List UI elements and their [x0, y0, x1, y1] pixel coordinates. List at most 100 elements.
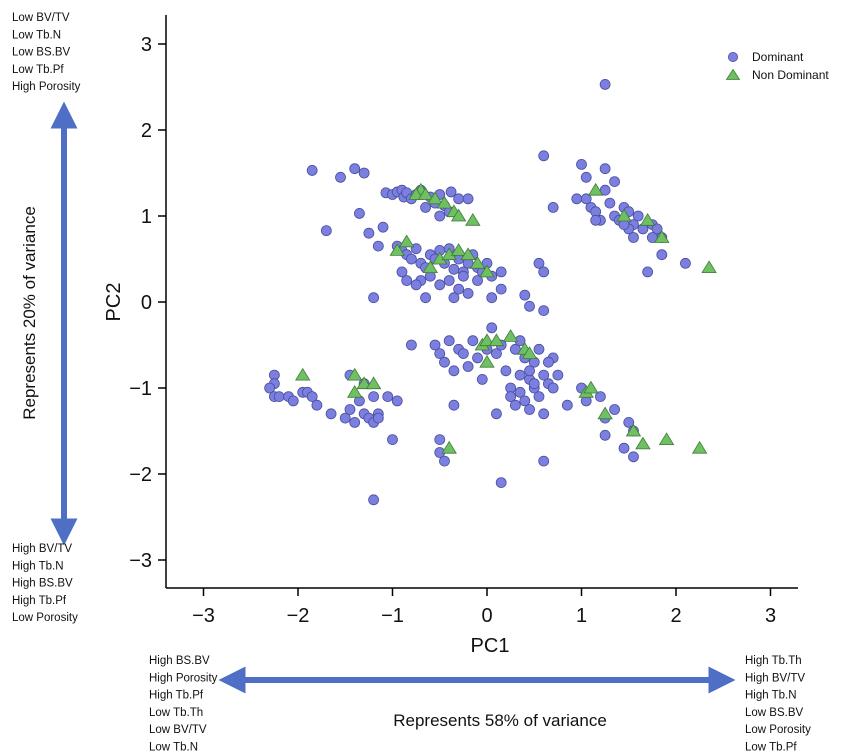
data-point-dominant [349, 163, 361, 175]
data-point-non-dominant [691, 440, 708, 454]
data-point-dominant [580, 193, 592, 205]
data-point-dominant [377, 221, 389, 233]
y-tick-label: −1 [129, 378, 152, 400]
x-tick-label: 2 [670, 605, 681, 627]
data-point-dominant [476, 373, 488, 385]
data-point-non-dominant [346, 385, 363, 398]
data-point-dominant [509, 399, 521, 411]
data-point-non-dominant [398, 234, 415, 248]
data-point-dominant [405, 339, 417, 351]
data-point-dominant [457, 270, 469, 282]
data-point-dominant [325, 408, 337, 420]
data-point-dominant [453, 193, 465, 205]
data-point-dominant [486, 292, 498, 304]
data-point-non-dominant [465, 213, 481, 226]
data-point-dominant [410, 279, 422, 291]
data-point-dominant [538, 408, 550, 420]
data-point-dominant [609, 404, 620, 415]
data-point-dominant [405, 253, 417, 265]
data-point-dominant [656, 249, 668, 261]
data-point-non-dominant [417, 187, 434, 200]
data-point-non-dominant [479, 354, 495, 368]
data-point-non-dominant [701, 260, 717, 274]
data-point-dominant [439, 455, 450, 467]
data-point-non-dominant [356, 376, 372, 390]
data-point-dominant [533, 343, 545, 355]
data-point-dominant [491, 348, 502, 360]
data-point-dominant [443, 275, 455, 286]
data-point-non-dominant [639, 213, 656, 226]
data-point-dominant [344, 404, 356, 415]
data-point-dominant [448, 263, 460, 275]
data-point-dominant [401, 275, 413, 286]
data-point-dominant [311, 399, 323, 411]
data-point-dominant [457, 348, 469, 360]
data-point-dominant [358, 167, 370, 179]
annotation-line: High Tb.Th [745, 655, 802, 667]
data-point-dominant [434, 210, 446, 222]
data-point-dominant [495, 266, 507, 278]
data-point-dominant [472, 352, 483, 364]
series-dominant [264, 79, 691, 506]
data-point-dominant [543, 356, 554, 368]
y-tick-label: 0 [141, 292, 152, 314]
data-point-dominant [561, 399, 573, 411]
y-tick-label: 2 [141, 120, 152, 142]
series-non-dominant [295, 182, 717, 454]
legend-dominant-marker [728, 52, 739, 63]
data-point-dominant [462, 193, 474, 205]
data-point-dominant [646, 232, 658, 243]
data-point-dominant [443, 335, 455, 347]
data-point-dominant [500, 365, 512, 377]
data-point-non-dominant [346, 367, 363, 381]
data-point-non-dominant [587, 182, 604, 196]
note-x-left: High BS.BV High Porosity High Tb.Pf Low Tb.… [149, 655, 218, 752]
data-point-dominant [306, 391, 318, 403]
data-point-non-dominant [422, 260, 439, 274]
legend-non-dominant-marker [725, 68, 741, 80]
annotation-line: High Tb.N [745, 690, 797, 702]
x-tick-label: 1 [576, 605, 587, 627]
data-point-dominant [495, 477, 507, 489]
data-point-non-dominant [427, 191, 443, 205]
data-point-dominant [519, 289, 531, 301]
data-point-dominant [368, 292, 380, 304]
annotation-line: Low BV/TV [12, 12, 70, 24]
data-point-dominant [448, 365, 460, 377]
y-tick-label: −3 [129, 550, 152, 572]
data-point-non-dominant [408, 187, 424, 200]
data-point-non-dominant [521, 346, 538, 360]
data-point-non-dominant [389, 243, 405, 256]
x-tick-label: 0 [481, 605, 492, 627]
data-point-non-dominant [583, 380, 599, 394]
data-point-dominant [524, 365, 535, 377]
data-point-dominant [580, 171, 592, 183]
data-point-dominant [547, 382, 559, 394]
data-point-dominant [628, 232, 639, 243]
data-point-dominant [467, 335, 479, 347]
data-point-dominant [287, 395, 299, 407]
data-point-dominant [391, 395, 403, 407]
data-point-dominant [420, 201, 431, 213]
annotation-line: Low Tb.N [12, 29, 61, 41]
x-axis-label: PC1 [471, 635, 510, 657]
y-axis-label: PC2 [103, 283, 125, 322]
annotation-line: High BS.BV [149, 655, 210, 667]
data-point-dominant [495, 283, 507, 295]
data-point-non-dominant [625, 423, 642, 437]
annotation-line: High Tb.Pf [12, 595, 67, 607]
data-point-dominant [538, 150, 550, 162]
data-point-dominant [434, 348, 446, 360]
data-point-dominant [396, 266, 408, 278]
data-point-dominant [420, 292, 431, 304]
x-ticks: −3 −2 −1 0 1 2 3 [192, 588, 776, 627]
data-point-dominant [618, 442, 630, 454]
legend-non-dominant-label: Non Dominant [752, 68, 829, 82]
annotation-line: High BV/TV [12, 543, 72, 555]
data-point-non-dominant [616, 208, 632, 222]
annotation-line: High BS.BV [12, 578, 73, 590]
data-point-dominant [448, 292, 460, 304]
data-point-dominant [642, 266, 654, 278]
data-point-dominant [628, 451, 639, 463]
data-point-dominant [387, 434, 398, 446]
